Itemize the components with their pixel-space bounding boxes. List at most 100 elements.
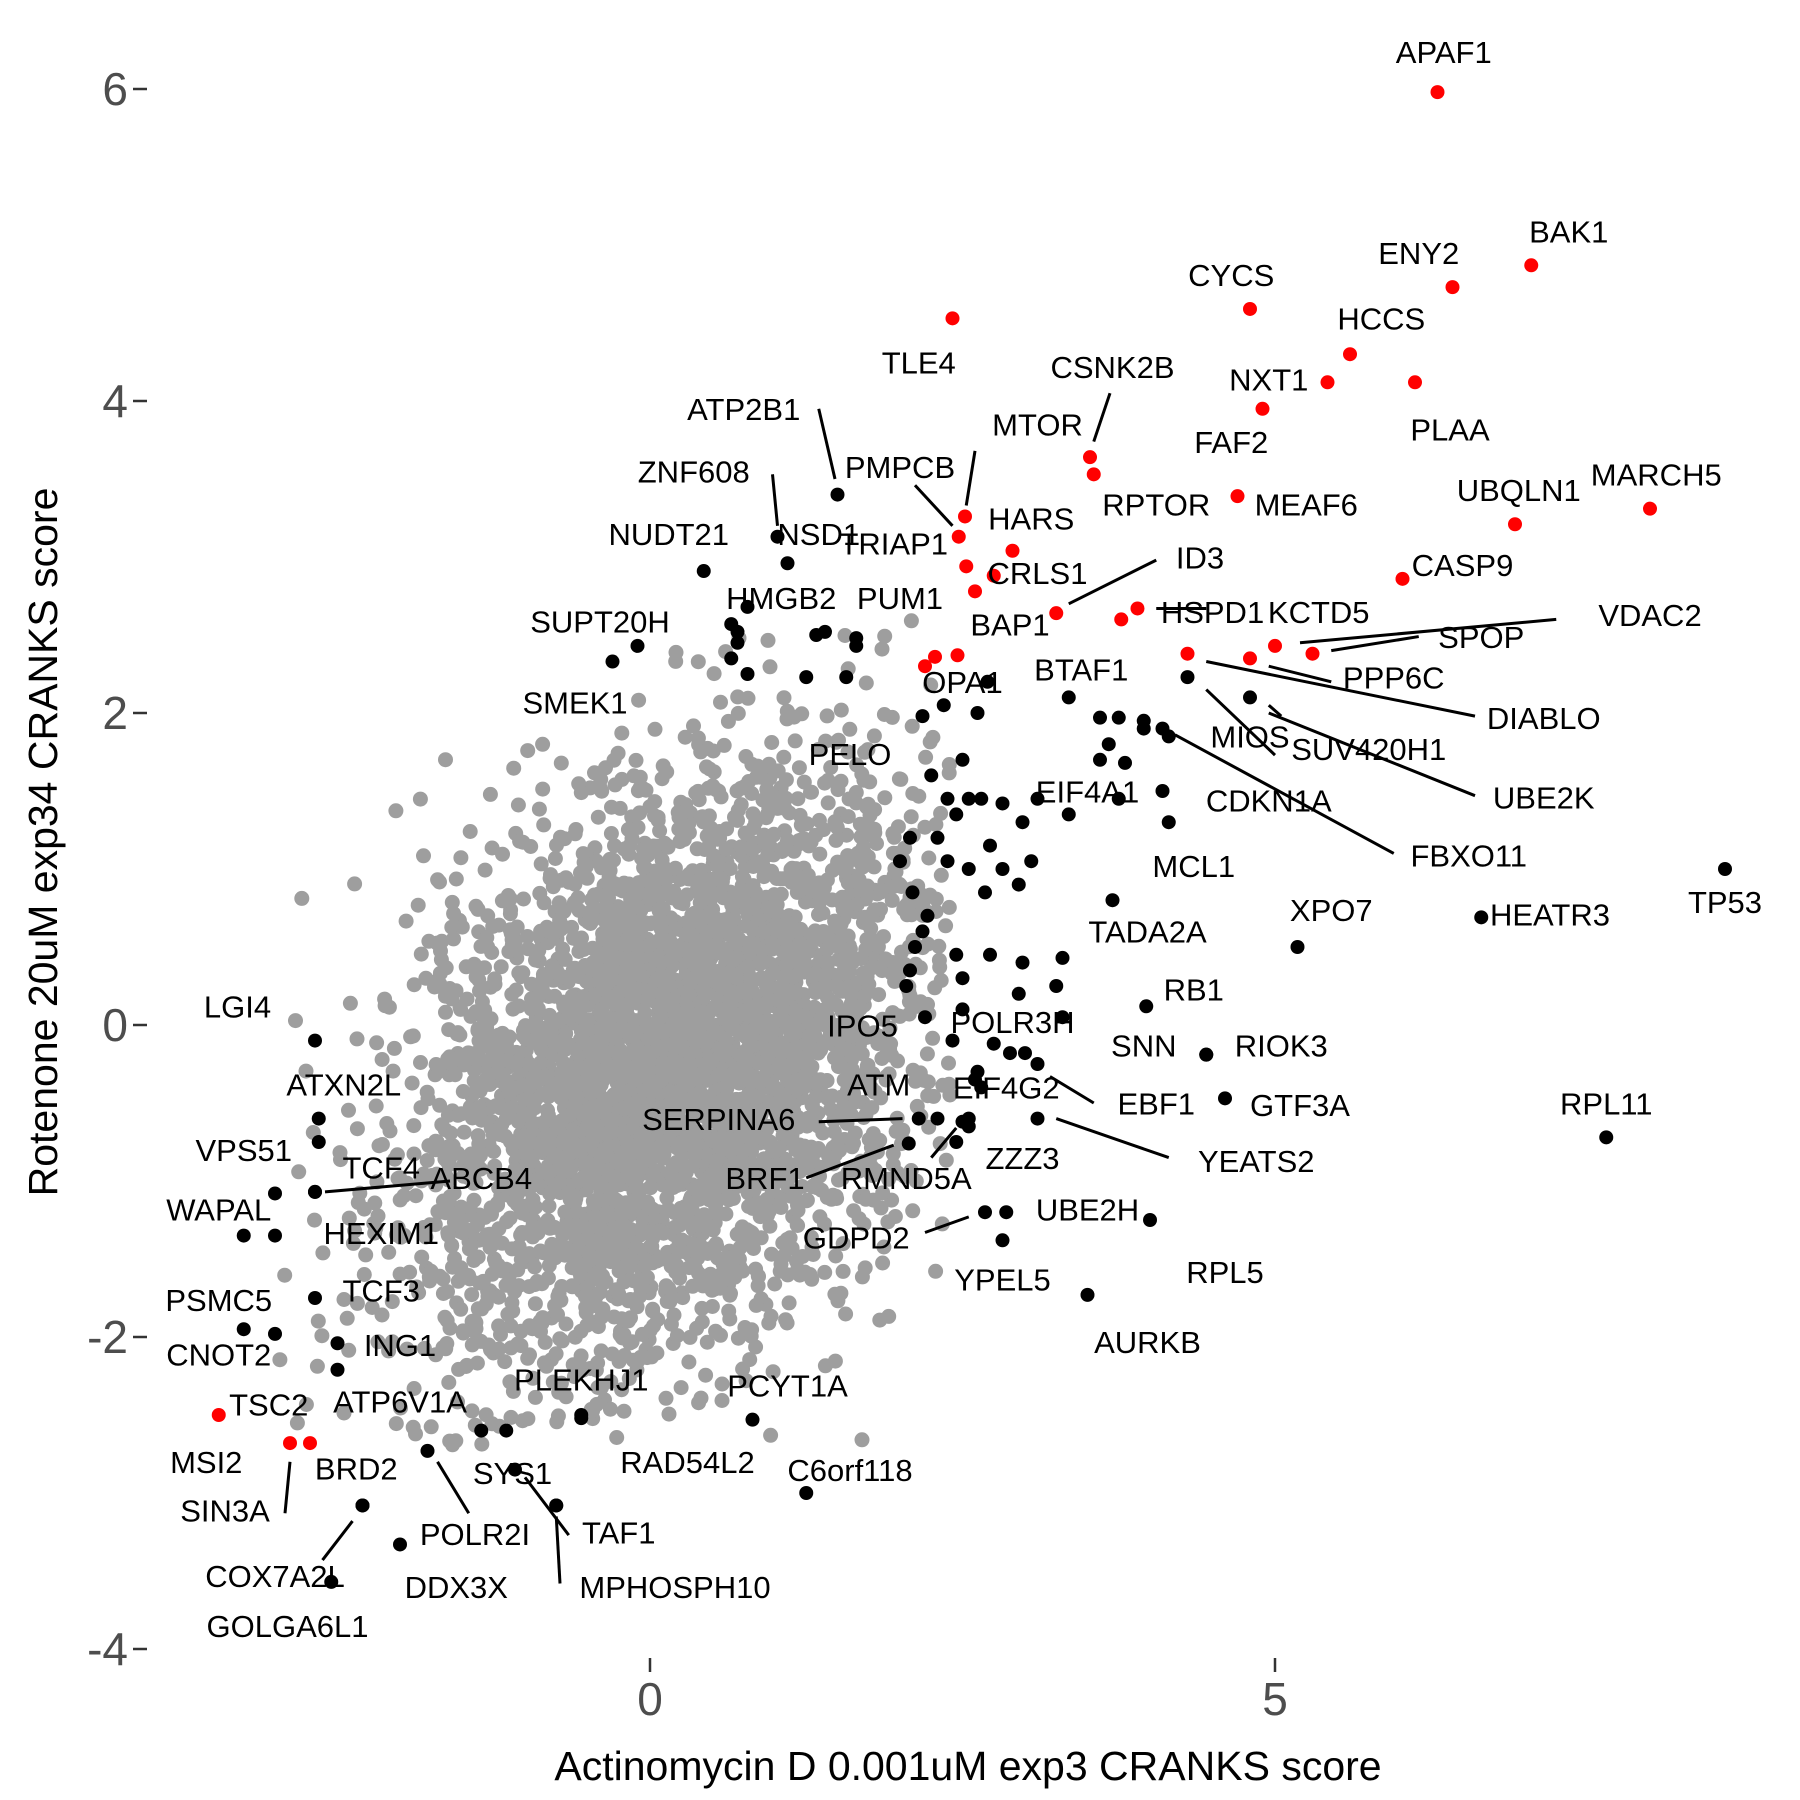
point-label: ATXN2L (286, 1068, 401, 1103)
background-point (727, 1269, 743, 1285)
background-point (763, 1308, 779, 1324)
background-point (854, 1269, 870, 1285)
background-point (637, 1258, 653, 1273)
background-point (450, 1205, 466, 1221)
background-point (590, 809, 606, 825)
background-point (818, 967, 834, 982)
background-point (664, 890, 680, 906)
background-point (595, 931, 611, 947)
background-point (521, 1056, 537, 1072)
background-point (655, 1150, 671, 1166)
leader-line (1174, 733, 1395, 855)
background-point (277, 1267, 293, 1283)
background-point (696, 1275, 712, 1291)
labeled-point (745, 1412, 760, 1427)
leader-line (1268, 664, 1332, 684)
point-label: ENY2 (1378, 236, 1459, 271)
background-point (505, 1001, 521, 1017)
background-point (713, 1061, 729, 1077)
background-point (546, 926, 562, 942)
background-point (497, 1354, 513, 1370)
background-point (588, 1362, 604, 1378)
background-point (885, 826, 901, 841)
background-point (472, 983, 487, 999)
background-point (364, 1300, 380, 1315)
background-point (921, 1119, 937, 1135)
background-point (713, 694, 728, 710)
background-point (698, 1035, 714, 1051)
background-point (505, 1303, 521, 1319)
point-label: HMGB2 (726, 581, 836, 616)
background-point (341, 1210, 357, 1226)
background-point (575, 989, 591, 1005)
background-point (703, 820, 719, 836)
labeled-point (799, 670, 814, 685)
labeled-point (1718, 862, 1732, 876)
background-point (745, 1131, 761, 1147)
background-point (622, 837, 638, 853)
background-point (726, 911, 742, 927)
background-point (903, 1163, 919, 1178)
background-point (485, 918, 501, 934)
background-point (571, 903, 587, 918)
background-point (748, 1339, 764, 1355)
background-point (289, 1415, 305, 1431)
background-point (815, 924, 831, 939)
background-point (842, 721, 858, 737)
background-point (745, 1108, 761, 1124)
background-point (483, 1342, 498, 1358)
labeled-point (1093, 710, 1107, 725)
background-point (781, 1295, 797, 1311)
background-point (371, 1138, 387, 1154)
background-point (535, 1310, 551, 1326)
background-point (607, 949, 622, 965)
background-point (430, 872, 446, 888)
background-point (470, 1301, 486, 1317)
point-label: CSNK2B (1050, 350, 1174, 385)
background-point (502, 1210, 518, 1226)
background-point (866, 859, 882, 875)
point-label: SUV420H1 (1291, 732, 1446, 767)
labeled-point (780, 556, 795, 571)
background-point (705, 910, 721, 926)
background-point (551, 1160, 567, 1176)
labeled-point (1111, 710, 1126, 725)
background-point (505, 923, 521, 939)
background-point (506, 760, 522, 776)
background-point (314, 1328, 330, 1344)
point-label: TSC2 (229, 1387, 308, 1422)
background-point (474, 1436, 490, 1452)
background-point (482, 1240, 498, 1255)
labeled-point (995, 862, 1010, 876)
background-point (555, 941, 571, 957)
background-point (564, 1279, 580, 1295)
point-label: TP53 (1688, 885, 1762, 920)
background-point (701, 943, 717, 959)
point-label: PUM1 (857, 581, 943, 616)
background-point (590, 1317, 605, 1333)
labeled-point (1139, 999, 1154, 1014)
background-point (738, 883, 754, 899)
labeled-point (730, 624, 745, 639)
labeled-point (830, 487, 845, 502)
background-point (560, 1217, 575, 1233)
background-point (602, 1401, 618, 1417)
background-point (721, 923, 737, 939)
background-point (405, 1419, 421, 1435)
point-label: RPL11 (1560, 1086, 1653, 1121)
background-point (441, 1374, 457, 1390)
labeled-point (918, 1010, 932, 1025)
labeled-point (970, 706, 985, 720)
background-point (867, 825, 883, 841)
background-point (616, 1403, 632, 1419)
background-point (870, 1036, 886, 1052)
background-point (583, 1166, 599, 1182)
point-label: CRLS1 (988, 556, 1088, 591)
labeled-point (940, 791, 955, 806)
background-point (508, 942, 524, 958)
labeled-point (955, 1002, 970, 1017)
background-point (603, 1234, 619, 1250)
labeled-point (1111, 791, 1126, 806)
background-point (752, 1209, 768, 1225)
background-point (774, 1035, 790, 1051)
